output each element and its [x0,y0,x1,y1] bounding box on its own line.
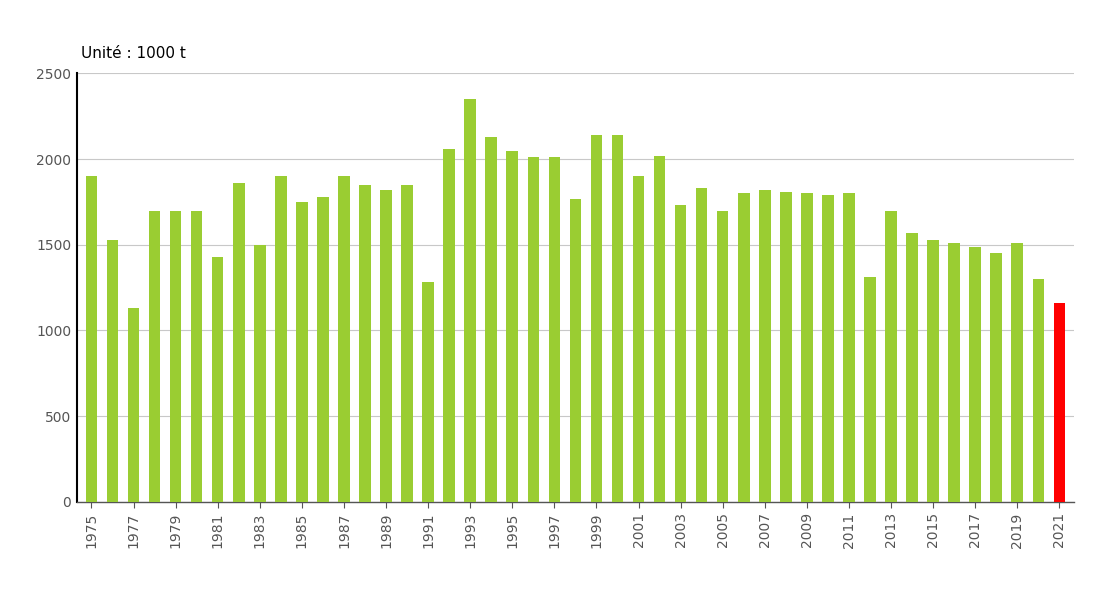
Bar [843,193,855,502]
Bar [465,99,476,502]
Bar [570,198,581,502]
Bar [85,176,98,502]
Bar [339,176,350,502]
Bar [675,206,686,502]
Bar [906,233,917,502]
Text: Unité : 1000 t: Unité : 1000 t [81,47,186,61]
Bar [591,135,602,502]
Bar [128,308,139,502]
Bar [401,185,413,502]
Bar [422,283,434,502]
Bar [1012,243,1023,502]
Bar [632,176,644,502]
Bar [149,211,160,502]
Bar [486,137,496,502]
Bar [1032,279,1044,502]
Bar [654,155,665,502]
Bar [801,193,812,502]
Bar [170,211,182,502]
Bar [1053,303,1065,502]
Bar [927,240,939,502]
Bar [717,211,729,502]
Bar [738,193,750,502]
Bar [317,197,329,502]
Bar [612,135,624,502]
Bar [991,253,1002,502]
Bar [780,192,791,502]
Bar [359,185,370,502]
Bar [212,257,224,502]
Bar [254,245,265,502]
Bar [106,240,118,502]
Bar [527,157,539,502]
Bar [549,157,560,502]
Bar [233,183,244,502]
Bar [948,243,960,502]
Bar [864,277,876,502]
Bar [506,151,518,502]
Bar [886,211,897,502]
Bar [444,149,455,502]
Bar [760,190,770,502]
Bar [969,247,981,502]
Bar [275,176,287,502]
Bar [380,190,391,502]
Bar [296,202,308,502]
Bar [191,211,203,502]
Bar [822,195,834,502]
Bar [696,188,707,502]
